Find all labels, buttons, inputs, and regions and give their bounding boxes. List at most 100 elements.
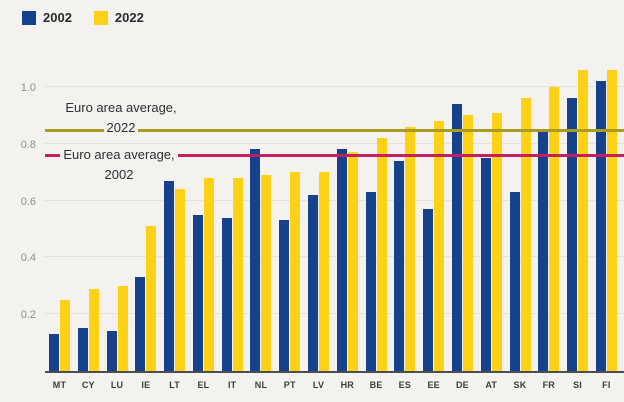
bar-2022-lt (175, 189, 186, 371)
bar-group-fr: FR (538, 87, 560, 390)
bar-2022-fi (606, 70, 617, 371)
x-axis-tick-label: FR (542, 380, 555, 390)
y-axis-tick-label: 0.4 (20, 252, 36, 265)
bar-2022-ee (434, 121, 445, 371)
bar-2002-mt (49, 334, 59, 371)
bar-2002-lu (106, 331, 117, 371)
bar-group-be: BE (365, 138, 387, 390)
x-axis-tick-label: FI (602, 380, 611, 390)
bar-group-mt: MT (49, 300, 70, 390)
bar-2022-mt (60, 300, 70, 371)
x-axis-tick-label: LV (312, 380, 325, 390)
x-axis-tick-label: NL (254, 380, 268, 390)
bar-group-ee: EE (423, 121, 445, 390)
legend-item-2002: 2002 (22, 10, 72, 25)
bar-2022-el (203, 178, 214, 371)
bar-2002-sk (509, 192, 520, 371)
bar-group-pt: PT (279, 172, 301, 390)
bar-2002-ee (423, 209, 434, 371)
bar-2002-fr (538, 132, 549, 371)
bar-2002-ie (135, 277, 146, 371)
y-axis-tick-label: 0.8 (20, 138, 36, 151)
annotation-avg-2022-line2: 2022 (103, 118, 139, 138)
x-axis-tick-label: MT (52, 380, 67, 390)
annotation-avg-2002-line1: Euro area average, (60, 145, 178, 165)
bar-group-sk: SK (509, 98, 531, 390)
x-axis-tick-label: SI (573, 380, 583, 390)
bar-group-cy: CY (77, 289, 99, 390)
x-axis-tick-label: ES (398, 380, 412, 390)
x-axis-tick-label: LT (169, 380, 180, 390)
legend-label-2002: 2002 (43, 10, 72, 25)
legend-item-2022: 2022 (93, 10, 144, 25)
bar-group-nl: NL (250, 149, 272, 390)
x-axis-tick-label: CY (81, 380, 95, 390)
bar-2002-es (394, 161, 405, 371)
x-axis-tick-label: DE (455, 380, 469, 390)
gridline (45, 256, 624, 258)
bar-2002-cy (77, 328, 88, 371)
bar-2022-es (405, 127, 416, 371)
plot-area: MT CY LU IE LT EL IT NL PT LV HR BE ES EE DE AT SK FR SI FI… (45, 55, 624, 390)
bar-2022-de (462, 115, 473, 371)
bar-2002-lt (164, 181, 175, 371)
annotation-avg-2022-line1: Euro area average, (62, 98, 180, 118)
bar-2022-hr (347, 152, 358, 371)
bar-2002-lv (308, 195, 319, 371)
bar-group-lt: LT (164, 181, 186, 390)
y-axis-labels: 0.2 0.4 0.6 0.8 1.0 (0, 55, 38, 371)
bar-group-si: SI (567, 70, 589, 390)
bar-2002-de (451, 104, 462, 371)
bar-2022-si (578, 70, 589, 371)
x-axis-line (45, 371, 624, 373)
x-axis-tick-label: HR (340, 380, 355, 390)
legend-swatch-2022-icon (93, 10, 108, 25)
refline-2022 (45, 128, 624, 132)
refline-2002 (45, 154, 624, 158)
bar-2002-nl (250, 149, 261, 371)
x-axis-tick-label: LU (110, 380, 124, 390)
bar-2002-it (221, 218, 232, 371)
chart-legend: 2002 2022 (22, 10, 144, 25)
bar-group-hr: HR (336, 149, 358, 390)
x-axis-tick-label: IT (227, 380, 237, 390)
x-axis-tick-label: EE (427, 380, 440, 390)
bar-2022-it (232, 178, 243, 371)
bar-2022-fr (549, 87, 560, 371)
legend-swatch-2002-icon (22, 10, 36, 25)
annotation-avg-2002-line2: 2002 (101, 165, 137, 185)
bar-group-lu: LU (106, 286, 128, 390)
bar-2002-si (567, 98, 578, 371)
bar-2002-be (365, 192, 376, 371)
x-axis-tick-label: EL (197, 380, 210, 390)
bar-2022-sk (520, 98, 531, 371)
gridline (45, 313, 624, 315)
bar-2002-at (480, 158, 491, 371)
x-axis-tick-label: SK (513, 380, 527, 390)
annotation-avg-2022: Euro area average, 2022 (51, 98, 191, 138)
bar-2022-pt (290, 172, 301, 371)
bar-2002-el (192, 215, 203, 371)
bar-2002-pt (279, 220, 290, 371)
bar-2022-cy (88, 289, 99, 371)
gridlines (45, 55, 624, 371)
bar-2022-lv (319, 172, 330, 371)
bar-group-es: ES (394, 127, 416, 390)
bar-2022-lu (117, 286, 128, 371)
y-axis-tick-label: 0.2 (20, 309, 36, 322)
bar-2002-hr (336, 149, 347, 371)
bar-group-el: EL (192, 178, 214, 390)
annotation-avg-2002: Euro area average, 2002 (49, 145, 189, 185)
bars-container: MT CY LU IE LT EL IT NL PT LV HR BE ES EE DE AT SK FR SI FI (49, 55, 617, 390)
gridline (45, 142, 624, 144)
x-axis-tick-label: IE (141, 380, 151, 390)
bar-group-it: IT (221, 178, 243, 390)
bar-group-de: DE (451, 104, 473, 390)
gridline (45, 86, 624, 87)
bar-2002-fi (595, 81, 606, 371)
legend-label-2022: 2022 (114, 10, 144, 25)
bar-2022-nl (261, 175, 272, 371)
x-axis-tick-label: AT (485, 380, 498, 390)
bar-2022-at (491, 113, 502, 371)
